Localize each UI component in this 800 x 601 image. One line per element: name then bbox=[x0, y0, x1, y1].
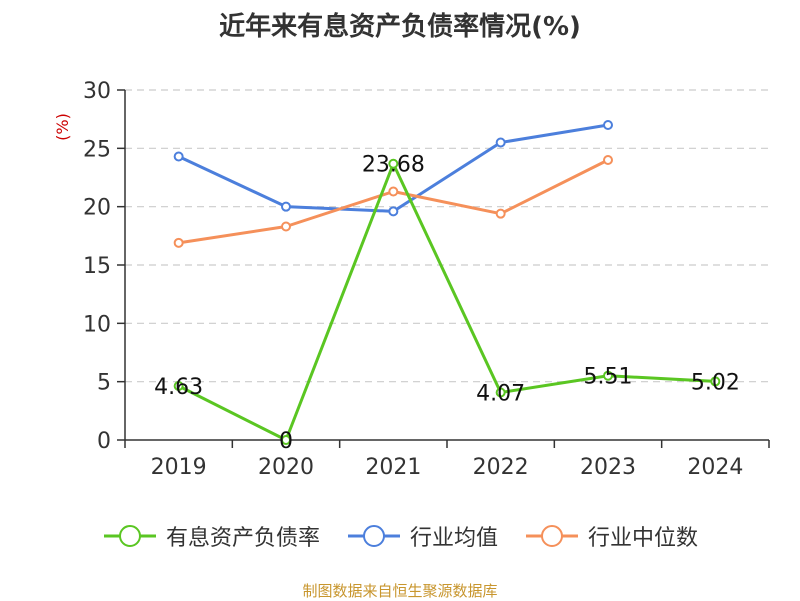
x-tick-label: 2023 bbox=[580, 455, 636, 480]
x-tick-label: 2020 bbox=[258, 455, 314, 480]
data-label: 23.68 bbox=[362, 153, 425, 178]
data-point-series-2[interactable] bbox=[281, 221, 291, 232]
data-point-series-0[interactable] bbox=[495, 387, 506, 398]
legend-label-series-2: 行业中位数 bbox=[588, 526, 699, 551]
source-note: 制图数据来自恒生聚源数据库 bbox=[302, 582, 498, 600]
data-point-series-0[interactable] bbox=[603, 370, 613, 381]
data-point-series-2[interactable] bbox=[388, 186, 399, 197]
legend-swatch-series-2 bbox=[526, 525, 578, 547]
data-point-series-0[interactable] bbox=[173, 380, 184, 391]
data-point-series-0[interactable] bbox=[388, 158, 399, 169]
legend-swatch-series-1 bbox=[347, 525, 400, 547]
y-tick-label: 30 bbox=[83, 79, 111, 104]
data-label: 4.63 bbox=[154, 375, 203, 400]
data-label: 0 bbox=[279, 429, 293, 454]
x-tick-label: 2022 bbox=[473, 455, 529, 480]
legend-label-series-1: 行业均值 bbox=[409, 526, 498, 551]
data-point-series-2[interactable] bbox=[173, 237, 184, 248]
legend: 有息资产负债率 行业均值 行业中位数 bbox=[0, 520, 800, 552]
y-tick-label: 20 bbox=[83, 196, 111, 221]
y-tick-label: 25 bbox=[83, 137, 111, 162]
axes: 0 5 10 15 20 25 30 2019 2020 2021 2022 2023 2024 bbox=[83, 79, 770, 480]
x-tick-label: 2019 bbox=[151, 455, 207, 480]
data-point-series-0[interactable] bbox=[281, 435, 291, 445]
data-point-series-1[interactable] bbox=[281, 201, 291, 212]
y-tick-label: 15 bbox=[83, 254, 111, 279]
legend-label-series-0: 有息资产负债率 bbox=[165, 526, 320, 551]
data-label: 5.02 bbox=[691, 370, 740, 395]
series-line-0 bbox=[177, 162, 716, 442]
data-point-series-1[interactable] bbox=[388, 206, 399, 217]
legend-swatch-series-0 bbox=[103, 525, 156, 547]
y-tick-label: 10 bbox=[83, 312, 111, 337]
data-point-series-2[interactable] bbox=[603, 155, 613, 165]
data-point-series-1[interactable] bbox=[173, 151, 184, 162]
data-point-series-0[interactable] bbox=[710, 376, 721, 387]
y-axis-label: (%) bbox=[53, 113, 72, 141]
legend-item-series-0[interactable]: 有息资产负债率 bbox=[102, 520, 320, 552]
y-tick-label: 0 bbox=[97, 429, 111, 454]
legend-item-series-1[interactable]: 行业均值 bbox=[346, 520, 498, 552]
legend-item-series-2[interactable]: 行业中位数 bbox=[524, 520, 698, 552]
data-point-series-1[interactable] bbox=[603, 120, 613, 130]
y-tick-label: 5 bbox=[97, 371, 111, 396]
data-labels: 4.63 0 23.68 4.07 5.51 5.02 bbox=[154, 153, 740, 454]
data-point-series-1[interactable] bbox=[495, 137, 506, 148]
x-tick-label: 2021 bbox=[365, 455, 421, 480]
series-lines bbox=[173, 120, 721, 445]
data-label: 4.07 bbox=[476, 382, 525, 407]
data-point-series-2[interactable] bbox=[495, 208, 506, 219]
chart-title: 近年来有息资产负债率情况(%) bbox=[219, 12, 581, 42]
data-label: 5.51 bbox=[584, 365, 633, 390]
x-tick-label: 2024 bbox=[687, 455, 743, 480]
